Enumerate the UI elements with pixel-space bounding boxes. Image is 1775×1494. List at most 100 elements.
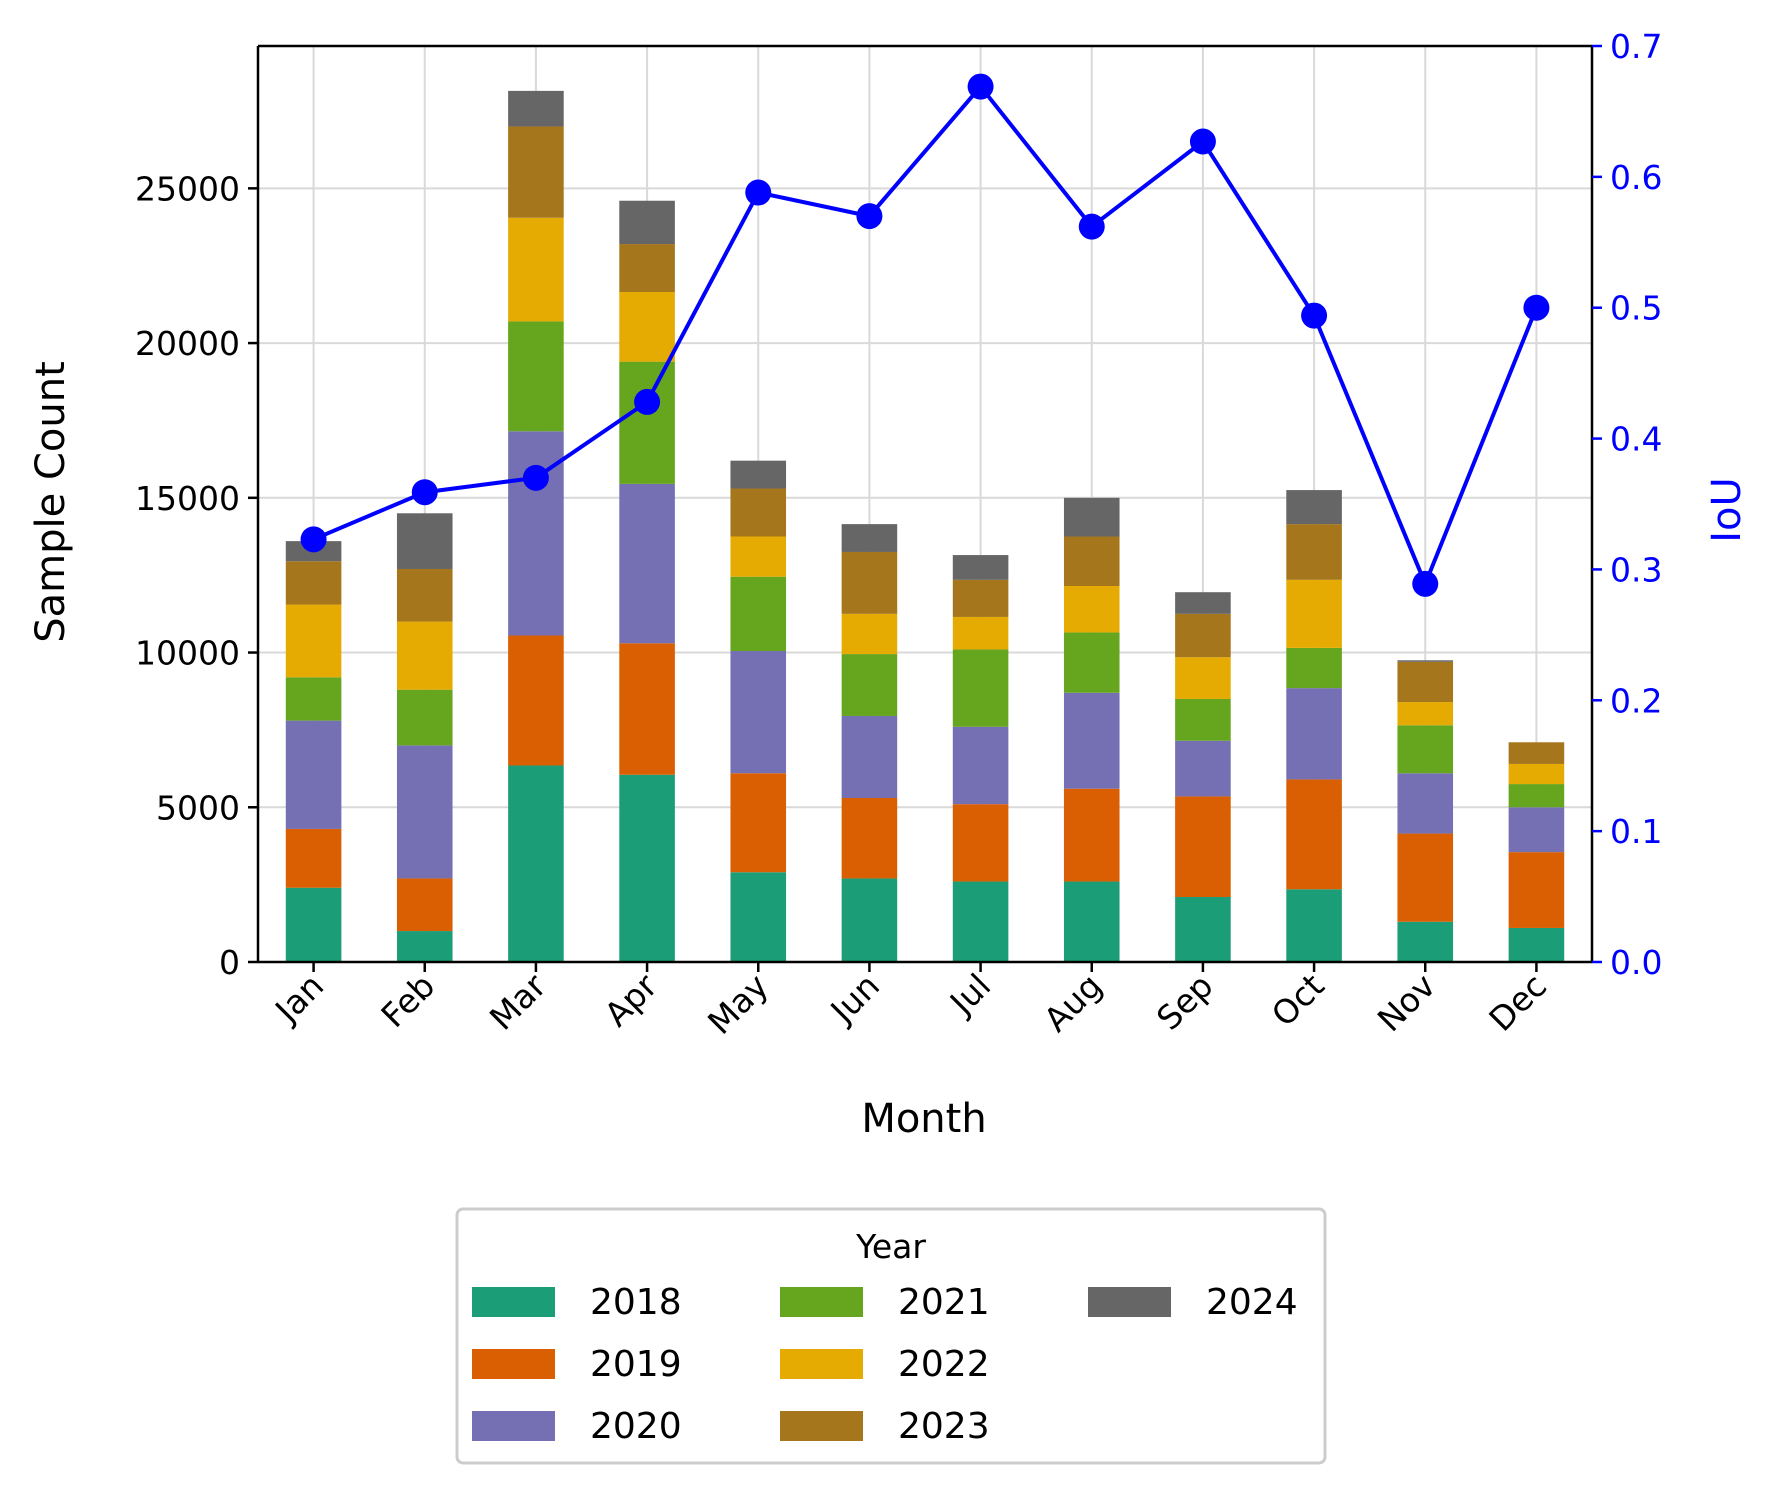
bar-2024-may (730, 460, 787, 489)
legend-swatch-2021 (780, 1287, 863, 1317)
bar-2020-may (730, 650, 787, 774)
bar-2024-jul (952, 555, 1009, 580)
legend-label-2023: 2023 (898, 1406, 990, 1447)
bar-2018-sep (1175, 897, 1231, 962)
bar-2021-feb (396, 689, 453, 746)
y-tick-label: 25000 (135, 169, 240, 208)
bar-2024-aug (1063, 497, 1120, 537)
legend-entries: 2018 2019 2020 2021 2022 2023 2024 (472, 1282, 1298, 1447)
y2-tick-label: 0.7 (1610, 27, 1662, 66)
iou-point-jun (856, 203, 883, 230)
bar-2018-dec (1508, 927, 1565, 962)
iou-point-dec (1523, 294, 1550, 321)
x-tick-label: Mar (482, 966, 554, 1038)
bar-2021-sep (1175, 698, 1231, 741)
x-tick-label: Sep (1149, 966, 1221, 1038)
bar-2022-aug (1063, 586, 1120, 633)
iou-line-series (300, 73, 1550, 597)
bar-2020-aug (1063, 692, 1120, 789)
bar-2018-aug (1063, 881, 1120, 962)
bar-2020-oct (1286, 688, 1342, 780)
legend-swatch-2022 (780, 1349, 863, 1379)
y2-tick-label: 0.5 (1610, 289, 1662, 328)
legend-swatch-2019 (472, 1349, 555, 1379)
x-tick-label: Jul (941, 966, 998, 1023)
bars (285, 90, 1565, 962)
y2-tick-label: 0.6 (1610, 158, 1662, 197)
bar-2022-jun (841, 613, 898, 655)
bar-2023-may (730, 488, 787, 537)
legend-swatch-2023 (780, 1411, 863, 1441)
x-axis-label: Month (861, 1096, 986, 1142)
bar-2021-nov (1397, 725, 1454, 774)
bar-2023-oct (1286, 524, 1342, 580)
bar-2018-jul (952, 881, 1009, 962)
y2-axis-label: IoU (1704, 477, 1750, 543)
bar-2020-feb (396, 745, 453, 879)
iou-line (312, 84, 1539, 586)
bar-2021-mar (508, 321, 564, 432)
bar-2023-feb (396, 568, 453, 622)
x-tick-label: Apr (597, 966, 665, 1034)
x-tick-label: Feb (374, 966, 443, 1035)
axes (248, 44, 1602, 972)
bar-2022-nov (1397, 702, 1454, 726)
legend-swatch-2020 (472, 1411, 555, 1441)
iou-point-sep (1189, 128, 1216, 155)
bar-2024-mar (508, 90, 564, 127)
x-tick-label: Oct (1264, 966, 1332, 1034)
x-tick-label: Jun (822, 966, 887, 1031)
x-tick-label: Jan (266, 966, 331, 1031)
iou-point-oct (1301, 302, 1328, 329)
bar-2023-nov (1397, 661, 1454, 703)
legend-label-2022: 2022 (898, 1344, 990, 1385)
iou-point-nov (1412, 570, 1439, 597)
bar-2022-mar (508, 217, 564, 322)
legend-label-2019: 2019 (590, 1344, 682, 1385)
bar-2020-nov (1397, 773, 1454, 834)
legend-swatch-2024 (1088, 1287, 1171, 1317)
bar-2020-sep (1175, 740, 1231, 797)
bar-2021-oct (1286, 647, 1342, 689)
bar-2018-apr (619, 774, 675, 962)
y-tick-label: 15000 (135, 479, 240, 518)
bar-2019-jul (952, 804, 1009, 882)
bar-2018-feb (396, 931, 453, 962)
y-tick-label: 10000 (135, 634, 240, 673)
bar-2018-mar (508, 765, 564, 962)
y-axis-label: Sample Count (28, 361, 74, 642)
bar-2019-mar (508, 635, 564, 766)
bar-2024-oct (1286, 490, 1342, 525)
bar-2020-dec (1508, 807, 1565, 853)
bar-2018-jan (285, 887, 342, 962)
bar-2023-jun (841, 551, 898, 614)
y-tick-label: 5000 (156, 788, 240, 827)
legend-swatch-2018 (472, 1287, 555, 1317)
iou-point-apr (634, 388, 661, 415)
legend-label-2024: 2024 (1206, 1282, 1298, 1323)
bar-2021-apr (619, 361, 675, 484)
bar-2020-jan (285, 720, 342, 829)
bar-2022-feb (396, 621, 453, 690)
bar-2021-jun (841, 654, 898, 716)
bar-2020-jul (952, 726, 1009, 805)
bar-2019-apr (619, 643, 675, 775)
bar-2024-sep (1175, 592, 1231, 614)
bar-2019-jun (841, 797, 898, 879)
bar-2021-may (730, 576, 787, 651)
bar-2019-nov (1397, 833, 1454, 922)
legend-label-2018: 2018 (590, 1282, 682, 1323)
bar-2023-aug (1063, 536, 1120, 587)
bar-2020-apr (619, 483, 675, 644)
bar-2019-sep (1175, 796, 1231, 898)
x-tick-label: May (700, 966, 776, 1042)
bar-2023-dec (1508, 742, 1565, 764)
y-tick-label: 0 (219, 943, 240, 982)
iou-point-mar (522, 464, 549, 491)
legend: Year 2018 2019 2020 2021 2022 2023 2024 (455, 1207, 1327, 1465)
bar-2019-oct (1286, 779, 1342, 890)
x-tick-label: Aug (1036, 966, 1109, 1039)
y2-tick-label: 0.1 (1610, 812, 1662, 851)
